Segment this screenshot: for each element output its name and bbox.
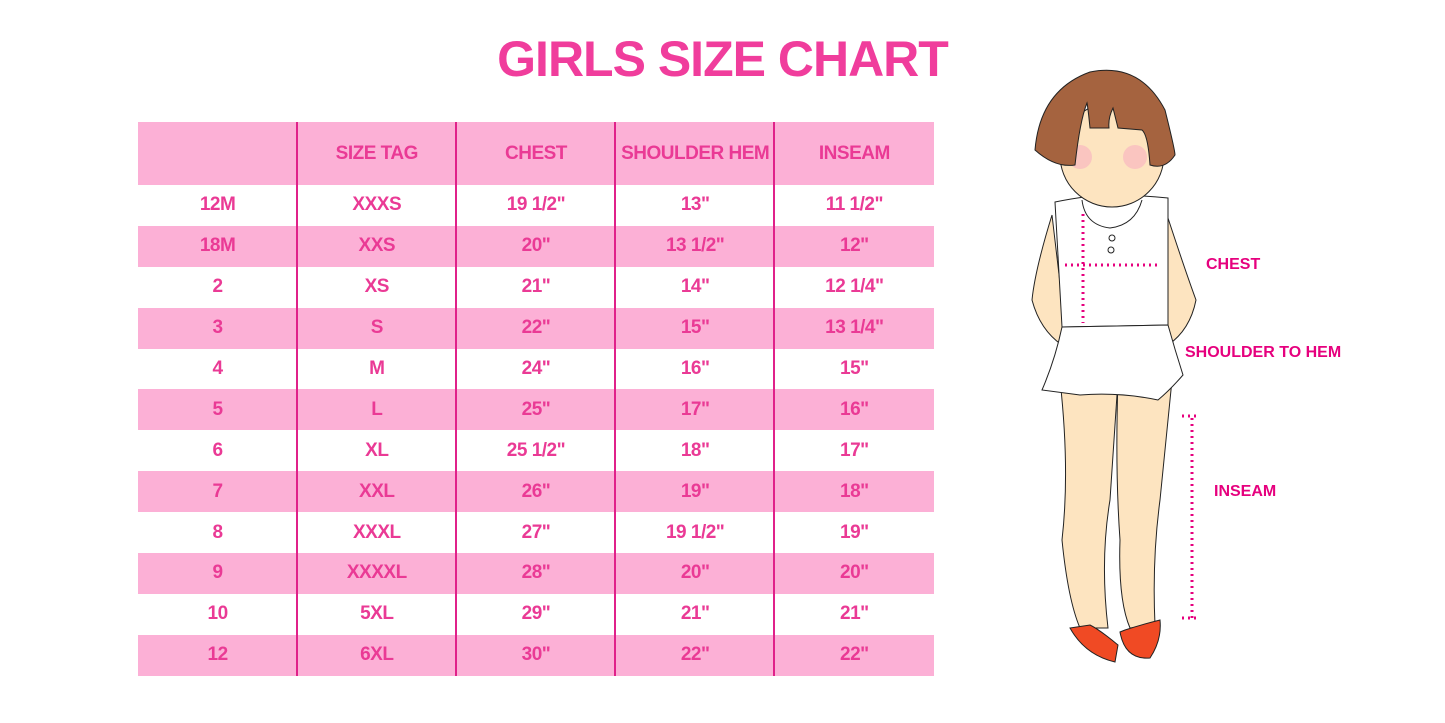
table-cell: 24" [521,358,551,379]
table-cell: 13" [680,194,710,216]
shoulder-to-hem-label: SHOULDER TO HEM [1185,344,1342,361]
chest-label: CHEST [1206,256,1261,273]
table-cell: XXXXL [346,562,407,584]
table-cell: 7 [212,480,224,502]
table-row: 2 XS 21" 14" 12 1/4" [138,266,934,308]
table-cell: 21" [521,276,551,298]
table-cell: 10 [207,603,229,625]
table-row: 7 XXL 26" 19" 18" [138,471,934,513]
table-cell: 14" [680,276,710,298]
table-cell: XXXS [352,194,402,216]
table-row: 12 6XL 30" 22" 22" [138,634,934,676]
column-divider [773,122,775,676]
table-row: 6 XL 25 1/2" 18" 17" [138,430,934,472]
table-row: 10 5XL 29" 21" 21" [138,593,934,635]
table-cell: 8 [212,521,224,543]
table-cell: 21" [840,603,869,625]
table-cell: 29" [521,603,551,625]
header-cell: CHEST [505,142,567,164]
table-cell: 2 [212,276,224,298]
table-cell: 12 [207,644,229,666]
table-cell: 22" [840,644,869,666]
table-cell: 13 1/4" [825,317,884,339]
table-cell: 17" [840,439,869,461]
table-cell: 26" [521,480,551,502]
header-cell: SHOULDER HEM [621,142,770,164]
table-cell: 20" [521,235,551,257]
table-row: 4 M 24" 16" 15" [138,348,934,390]
table-cell: 18M [199,235,236,257]
page-title: GIRLS SIZE CHART [497,31,949,87]
table-cell: 30" [521,644,551,666]
table-cell: XXXL [352,521,401,543]
hair [1034,69,1176,167]
table-cell: 5 [212,398,224,420]
table-row: 3 S 22" 15" 13 1/4" [138,307,934,349]
table-cell: 21" [680,603,710,625]
shoe-left [1069,624,1119,663]
table-cell: 20" [840,562,869,584]
table-cell: L [371,398,383,420]
table-cell: 19" [680,480,710,502]
table-cell: 9 [212,562,224,584]
table-cell: S [370,317,384,339]
table-cell: 12" [840,235,869,257]
table-cell: XS [364,276,390,298]
table-cell: 22" [521,317,551,339]
table-cell: 13 1/2" [665,235,725,257]
table-cell: 25 1/2" [506,439,566,461]
table-cell: 22" [680,644,710,666]
table-row: 8 XXXL 27" 19 1/2" 19" [138,512,934,554]
table-cell: 15" [840,358,869,379]
table-cell: 16" [840,398,869,420]
table-cell: 15" [680,317,710,339]
table-cell: 19 1/2" [506,194,566,216]
table-cell: XL [365,439,389,461]
table-cell: 5XL [360,603,394,625]
table-cell: XXL [359,480,395,502]
table-cell: 19" [840,521,869,543]
table-cell: XXS [358,235,396,257]
table-cell: 25" [521,398,551,420]
table-row: 5 L 25" 17" 16" [138,389,934,431]
table-row: 9 XXXXL 28" 20" 20" [138,553,934,594]
table-header: SIZE TAG CHEST SHOULDER HEM INSEAM [138,122,934,185]
table-cell: 27" [521,521,551,543]
table-cell: 4 [212,358,224,379]
table-row: 18M XXS 20" 13 1/2" 12" [138,225,934,267]
header-cell: SIZE TAG [335,142,419,164]
table-cell: 16" [680,358,710,379]
column-divider [296,122,298,676]
table-cell: 28" [521,562,551,584]
size-table: SIZE TAG CHEST SHOULDER HEM INSEAM 12M XX… [138,122,934,676]
table-row: 12M XXXS 19 1/2" 13" 11 1/2" [138,185,934,226]
table-cell: 6 [212,439,224,461]
table-cell: 18" [680,439,710,461]
table-cell: 20" [680,562,710,584]
column-divider [614,122,616,676]
header-cell: INSEAM [818,142,890,164]
shoe-right [1119,619,1161,659]
table-cell: 19 1/2" [665,521,725,543]
table-cell: 12M [199,194,236,216]
table-cell: 11 1/2" [825,194,884,216]
table-cell: 12 1/4" [825,276,884,298]
inseam-label: INSEAM [1214,483,1277,500]
table-cell: M [369,358,385,379]
table-cell: 3 [212,317,224,339]
table-cell: 18" [840,480,869,502]
table-cell: 6XL [360,644,394,666]
table-cell: 17" [680,398,710,420]
column-divider [455,122,457,676]
